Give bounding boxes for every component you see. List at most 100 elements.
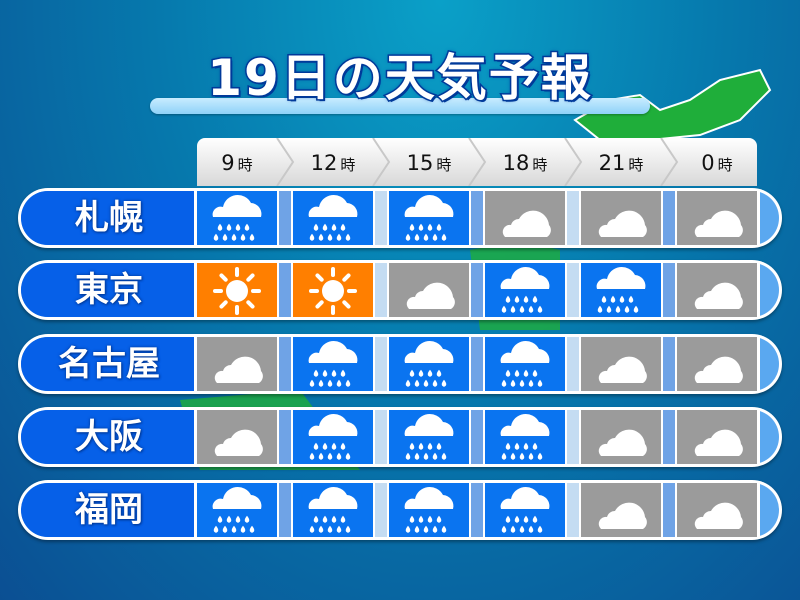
cell-divider bbox=[373, 263, 389, 317]
cell-divider bbox=[469, 263, 485, 317]
forecast-cell-sunny bbox=[293, 263, 373, 317]
cell-divider bbox=[194, 483, 197, 537]
rain-cloud-icon bbox=[500, 266, 550, 313]
city-band bbox=[21, 191, 197, 245]
forecast-cell-cloudy bbox=[581, 410, 661, 464]
sun-icon bbox=[309, 267, 357, 315]
cell-divider bbox=[373, 337, 389, 391]
city-name: 大阪 bbox=[75, 417, 143, 457]
cell-divider bbox=[373, 483, 389, 537]
hour-number: 0 bbox=[701, 151, 715, 175]
forecast-cell-rain bbox=[389, 191, 469, 245]
city-name: 東京 bbox=[75, 270, 143, 310]
forecast-cell-cloudy bbox=[677, 337, 757, 391]
city-band bbox=[21, 263, 197, 317]
cell-divider bbox=[194, 410, 197, 464]
forecast-cell-rain bbox=[293, 410, 373, 464]
city-row: 東京 bbox=[18, 260, 782, 320]
rain-cloud-icon bbox=[308, 413, 358, 460]
city-name: 福岡 bbox=[75, 490, 143, 530]
forecast-cell-rain bbox=[197, 191, 277, 245]
city-name: 札幌 bbox=[75, 198, 143, 238]
rain-cloud-icon bbox=[308, 194, 358, 241]
rain-cloud-icon bbox=[308, 340, 358, 387]
cloud-icon bbox=[694, 502, 743, 529]
hour-unit: 時 bbox=[340, 156, 356, 174]
cell-divider bbox=[277, 337, 293, 391]
rain-cloud-icon bbox=[212, 194, 262, 241]
cell-divider bbox=[757, 263, 760, 317]
cloud-icon bbox=[214, 429, 263, 456]
forecast-cell-cloudy bbox=[581, 337, 661, 391]
forecast-cell-rain bbox=[293, 337, 373, 391]
sun-icon bbox=[213, 267, 261, 315]
rain-cloud-icon bbox=[500, 486, 550, 533]
hour-label: 18 時 bbox=[477, 138, 573, 186]
rain-cloud-icon bbox=[212, 486, 262, 533]
rain-cloud-icon bbox=[500, 413, 550, 460]
forecast-cell-rain bbox=[581, 263, 661, 317]
cloud-icon bbox=[598, 210, 647, 237]
forecast-cell-cloudy bbox=[677, 483, 757, 537]
cell-divider bbox=[757, 337, 760, 391]
cell-divider bbox=[661, 337, 677, 391]
cell-divider bbox=[661, 191, 677, 245]
hour-number: 21 bbox=[598, 151, 626, 175]
cell-divider bbox=[277, 410, 293, 464]
hour-unit: 時 bbox=[237, 156, 253, 174]
cell-divider bbox=[469, 483, 485, 537]
city-row: 札幌 bbox=[18, 188, 782, 248]
cloud-icon bbox=[598, 502, 647, 529]
cloud-icon bbox=[694, 356, 743, 383]
hour-unit: 時 bbox=[628, 156, 644, 174]
forecast-cell-cloudy bbox=[677, 410, 757, 464]
forecast-cell-rain bbox=[389, 410, 469, 464]
forecast-cell-rain bbox=[389, 483, 469, 537]
forecast-cell-rain bbox=[485, 337, 565, 391]
cell-divider bbox=[469, 191, 485, 245]
cloud-icon bbox=[694, 282, 743, 309]
cell-divider bbox=[277, 483, 293, 537]
cloud-icon bbox=[694, 429, 743, 456]
forecast-cell-rain bbox=[293, 483, 373, 537]
cell-divider bbox=[565, 263, 581, 317]
rain-cloud-icon bbox=[596, 266, 646, 313]
city-band bbox=[21, 483, 197, 537]
cell-divider bbox=[194, 337, 197, 391]
cell-divider bbox=[757, 410, 760, 464]
forecast-cell-rain bbox=[293, 191, 373, 245]
time-header: 9 時 12 時 15 時 18 時 21 時 0 時 bbox=[197, 138, 757, 186]
cell-divider bbox=[469, 410, 485, 464]
cell-divider bbox=[565, 410, 581, 464]
chevron-right-icon bbox=[660, 138, 679, 186]
city-name: 名古屋 bbox=[58, 344, 160, 384]
cell-divider bbox=[373, 191, 389, 245]
cell-divider bbox=[373, 410, 389, 464]
forecast-cell-cloudy bbox=[485, 191, 565, 245]
hour-unit: 時 bbox=[532, 156, 548, 174]
cell-divider bbox=[194, 191, 197, 245]
forecast-cell-cloudy bbox=[197, 337, 277, 391]
chevron-right-icon bbox=[276, 138, 295, 186]
rain-cloud-icon bbox=[500, 340, 550, 387]
chevron-right-icon bbox=[468, 138, 487, 186]
forecast-cell-rain bbox=[485, 410, 565, 464]
forecast-cell-sunny bbox=[197, 263, 277, 317]
cloud-icon bbox=[598, 356, 647, 383]
cell-divider bbox=[277, 263, 293, 317]
rain-cloud-icon bbox=[404, 413, 454, 460]
cloud-icon bbox=[694, 210, 743, 237]
hour-unit: 時 bbox=[436, 156, 452, 174]
hour-number: 9 bbox=[221, 151, 235, 175]
city-row: 福岡 bbox=[18, 480, 782, 540]
hour-number: 15 bbox=[406, 151, 434, 175]
forecast-cell-cloudy bbox=[677, 263, 757, 317]
cell-divider bbox=[757, 483, 760, 537]
hour-label: 21 時 bbox=[573, 138, 669, 186]
rain-cloud-icon bbox=[308, 486, 358, 533]
cell-divider bbox=[565, 483, 581, 537]
city-band bbox=[21, 410, 197, 464]
forecast-cell-cloudy bbox=[677, 191, 757, 245]
